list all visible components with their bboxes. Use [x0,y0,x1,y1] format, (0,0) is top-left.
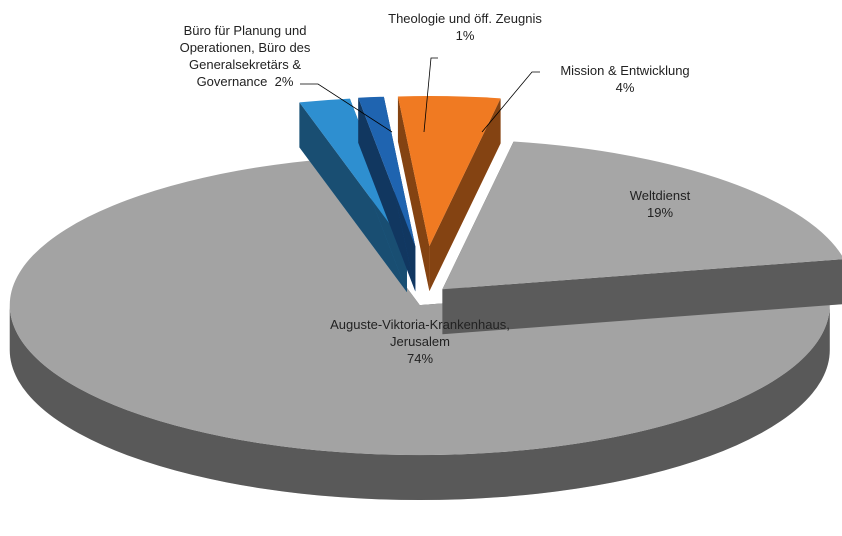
slice-side [442,259,842,335]
category-label: Büro für Planung und Operationen, Büro d… [179,23,311,89]
slice-side [9,305,830,501]
slice-side [429,98,501,292]
slice-side [358,97,416,292]
category-label: Theologie und öff. Zeugnis [388,11,542,26]
slice-shade [397,96,430,292]
leader-line [481,71,540,133]
slice-label: Theologie und öff. Zeugnis 1% [355,10,575,44]
slice-label: Weltdienst 19% [600,187,720,221]
slice-shade [299,102,407,293]
slice-shade [442,259,842,335]
slice-side [397,96,430,292]
category-label: Auguste-Viktoria-Krankenhaus, Jerusalem [330,317,510,349]
slice [397,96,501,247]
category-label: Mission & Entwicklung [560,63,690,78]
slice-shade [358,97,416,292]
slice-shade [429,98,501,292]
slice [299,98,407,248]
slice-shade [9,305,830,501]
leader-line [423,57,438,133]
slice [358,96,416,247]
value-label: 4% [615,80,635,95]
value-label: 1% [455,28,475,43]
slice [9,160,830,456]
slice-label: Mission & Entwicklung 4% [535,62,715,96]
slice-label: Auguste-Viktoria-Krankenhaus, Jerusalem 7… [320,316,520,367]
leader-line [300,83,393,133]
value-label: 2% [274,74,294,89]
value-label: 19% [646,205,674,220]
slice-label: Büro für Planung und Operationen, Büro d… [150,22,340,90]
value-label: 74% [406,351,434,366]
category-label: Weltdienst [629,188,691,203]
slice-side [299,102,407,293]
slice [442,141,842,290]
